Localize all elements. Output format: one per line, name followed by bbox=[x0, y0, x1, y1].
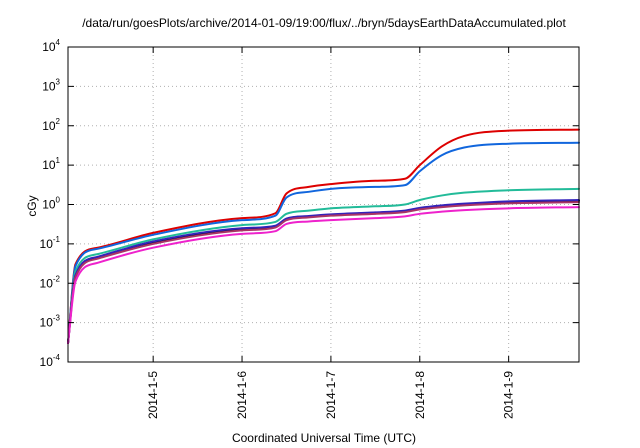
x-tick-label: 2014-1-5 bbox=[146, 371, 160, 419]
y-axis-label: cGy bbox=[25, 195, 39, 216]
axis-ticks bbox=[68, 46, 579, 363]
series-line-6 bbox=[67, 201, 580, 345]
x-tick-labels: 2014-1-5 2014-1-6 2014-1-7 2014-1-8 2014-1-9 bbox=[146, 371, 515, 419]
y-tick-exponent: 0 bbox=[56, 196, 61, 205]
y-tick-label: 101 bbox=[42, 156, 60, 172]
series-line-3 bbox=[67, 187, 580, 345]
y-tick-base: 10 bbox=[40, 355, 54, 369]
y-tick-exponent: -3 bbox=[53, 314, 61, 323]
x-tick-label: 2014-1-7 bbox=[324, 371, 338, 419]
series-line-5 bbox=[67, 199, 580, 345]
y-tick-exponent: 4 bbox=[56, 38, 61, 47]
y-tick-label: 100 bbox=[42, 196, 60, 212]
y-tick-base: 10 bbox=[42, 79, 56, 93]
x-tick-label: 2014-1-6 bbox=[235, 371, 249, 419]
y-tick-base: 10 bbox=[40, 276, 54, 290]
chart-title: /data/run/goesPlots/archive/2014-01-09/1… bbox=[82, 16, 566, 30]
y-tick-base: 10 bbox=[42, 119, 56, 133]
y-tick-base: 10 bbox=[42, 198, 56, 212]
y-tick-label: 10-1 bbox=[40, 235, 61, 251]
y-tick-label: 103 bbox=[42, 77, 60, 93]
series-line-1 bbox=[67, 128, 580, 345]
y-tick-exponent: -2 bbox=[53, 274, 61, 283]
y-tick-label: 10-3 bbox=[40, 314, 61, 330]
grid bbox=[68, 47, 579, 362]
y-tick-base: 10 bbox=[40, 316, 54, 330]
x-axis-label: Coordinated Universal Time (UTC) bbox=[232, 431, 416, 445]
y-tick-exponent: 2 bbox=[56, 117, 61, 126]
y-tick-label: 102 bbox=[42, 117, 60, 133]
series-line-2 bbox=[67, 141, 580, 345]
y-tick-base: 10 bbox=[42, 40, 56, 54]
y-tick-exponent: 1 bbox=[56, 156, 61, 165]
y-tick-label: 10-4 bbox=[40, 353, 61, 369]
y-tick-base: 10 bbox=[42, 158, 56, 172]
x-tick-label: 2014-1-9 bbox=[502, 371, 516, 419]
y-tick-exponent: -1 bbox=[53, 235, 61, 244]
x-tick-label: 2014-1-8 bbox=[413, 371, 427, 419]
y-tick-base: 10 bbox=[40, 237, 54, 251]
y-tick-exponent: -4 bbox=[53, 353, 61, 362]
y-tick-label: 10-2 bbox=[40, 274, 61, 290]
y-tick-exponent: 3 bbox=[56, 77, 61, 86]
y-tick-label: 104 bbox=[42, 38, 60, 54]
series-line-7 bbox=[67, 206, 580, 345]
series-line-4 bbox=[67, 199, 580, 345]
series-group bbox=[67, 128, 580, 345]
